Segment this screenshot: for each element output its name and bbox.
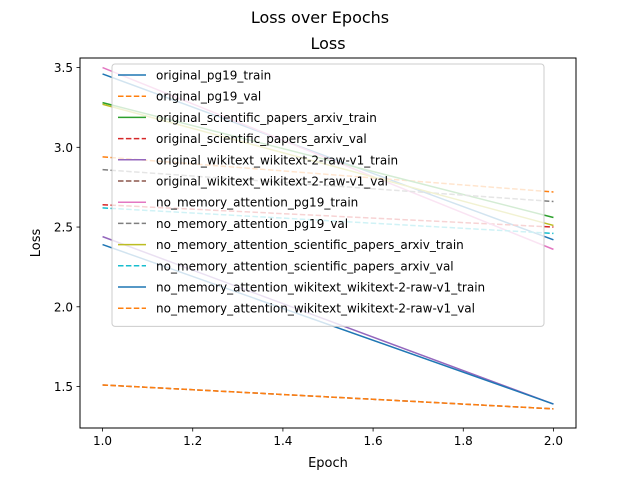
legend-label: no_memory_attention_pg19_train [156,196,358,210]
legend-label: original_wikitext_wikitext-2-raw-v1_trai… [156,153,398,167]
legend-label: no_memory_attention_pg19_val [156,217,348,231]
figure-suptitle: Loss over Epochs [251,8,389,27]
x-tick-label: 1.0 [93,434,112,448]
legend: original_pg19_train original_pg19_valorig… [111,63,545,327]
x-tick-label: 2.0 [544,434,563,448]
x-axis: 1.0 1.2 1.4 1.6 1.8 2.0 [93,428,563,448]
legend-label: original_pg19_val [156,90,261,104]
x-tick-label: 1.8 [454,434,473,448]
y-tick-label: 2.0 [54,300,73,314]
y-axis: 1.5 2.0 2.5 3.0 3.5 [54,61,80,394]
y-axis-label: Loss [29,229,44,258]
legend-label: no_memory_attention_wikitext_wikitext-2-… [156,302,475,316]
legend-box [111,63,545,327]
x-tick-label: 1.6 [364,434,383,448]
legend-label: no_memory_attention_scientific_papers_ar… [156,238,464,252]
y-tick-label: 3.5 [54,61,73,75]
legend-label: original_scientific_papers_arxiv_train [156,111,377,125]
x-axis-label: Epoch [308,456,348,471]
legend-label: original_wikitext_wikitext-2-raw-v1_val [156,175,388,189]
legend-label: original_pg19_train [156,69,271,83]
x-tick-label: 1.2 [183,434,202,448]
legend-label: original_scientific_papers_arxiv_val [156,132,367,146]
series-line-11 [102,384,554,410]
y-tick-label: 3.0 [54,141,73,155]
y-tick-label: 2.5 [54,221,73,235]
plot-frame [79,57,577,429]
legend-label: no_memory_attention_scientific_papers_ar… [156,259,454,273]
legend-label: no_memory_attention_wikitext_wikitext-2-… [156,281,485,295]
chart-title: Loss [310,34,345,53]
x-tick-label: 1.4 [273,434,292,448]
y-tick-label: 1.5 [54,380,73,394]
